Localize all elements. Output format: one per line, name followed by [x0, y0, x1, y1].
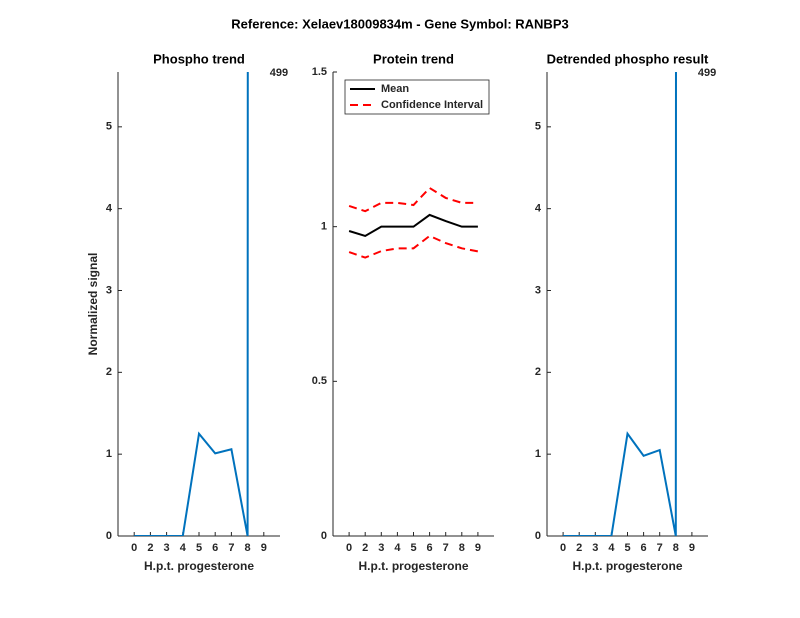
- x-tick-label: 5: [624, 542, 630, 554]
- x-tick-label: 4: [394, 542, 401, 554]
- data-line: [563, 72, 677, 536]
- y-tick-label: 1: [321, 221, 327, 233]
- y-tick-label: 2: [106, 366, 112, 378]
- subplot-title: Phospho trend: [153, 51, 245, 66]
- legend-label: Mean: [381, 83, 409, 95]
- y-tick-label: 0: [106, 530, 112, 542]
- x-tick-label: 0: [346, 542, 352, 554]
- x-tick-label: 7: [228, 542, 234, 554]
- y-tick-label: 1: [535, 448, 541, 460]
- x-tick-label: 2: [147, 542, 153, 554]
- x-tick-label: 5: [410, 542, 416, 554]
- x-tick-label: 5: [196, 542, 202, 554]
- legend-box: [344, 79, 490, 115]
- y-tick-label: 3: [106, 284, 112, 296]
- x-tick-label: 6: [641, 542, 647, 554]
- y-tick-label: 1.5: [312, 66, 327, 78]
- x-tick-label: 8: [459, 542, 465, 554]
- x-tick-label: 3: [592, 542, 598, 554]
- x-tick-label: 9: [475, 542, 481, 554]
- figure-title: Reference: Xelaev18009834m - Gene Symbol…: [231, 16, 568, 31]
- y-tick-label: 5: [535, 121, 541, 133]
- y-tick-label: 3: [535, 284, 541, 296]
- x-tick-label: 6: [212, 542, 218, 554]
- subplot-title: Detrended phospho result: [547, 51, 709, 66]
- x-tick-label: 3: [164, 542, 170, 554]
- x-axis-label: H.p.t. progesterone: [572, 559, 682, 573]
- subplot-title: Protein trend: [373, 51, 454, 66]
- value-label: 499: [270, 67, 288, 79]
- y-tick-label: 0: [535, 530, 541, 542]
- data-line: [134, 72, 249, 536]
- data-line: [348, 234, 479, 259]
- y-tick-label: 4: [535, 203, 542, 215]
- value-label: 499: [698, 67, 716, 79]
- legend-label: Confidence Interval: [381, 99, 483, 111]
- y-tick-label: 0: [321, 530, 327, 542]
- x-tick-label: 2: [576, 542, 582, 554]
- y-tick-label: 5: [106, 121, 112, 133]
- y-tick-label: 2: [535, 366, 541, 378]
- x-tick-label: 4: [180, 542, 187, 554]
- x-tick-label: 2: [362, 542, 368, 554]
- x-tick-label: 3: [378, 542, 384, 554]
- x-tick-label: 8: [245, 542, 251, 554]
- x-tick-label: 4: [608, 542, 615, 554]
- y-tick-label: 4: [106, 203, 113, 215]
- x-axis-label: H.p.t. progesterone: [358, 559, 468, 573]
- x-tick-label: 6: [427, 542, 433, 554]
- y-axis-label: Normalized signal: [86, 253, 100, 356]
- x-tick-label: 9: [261, 542, 267, 554]
- x-tick-label: 8: [673, 542, 679, 554]
- x-tick-label: 0: [560, 542, 566, 554]
- y-tick-label: 1: [106, 448, 112, 460]
- data-line: [348, 186, 478, 213]
- x-tick-label: 7: [657, 542, 663, 554]
- x-tick-label: 9: [689, 542, 695, 554]
- data-line: [348, 213, 478, 238]
- x-tick-label: 0: [131, 542, 137, 554]
- x-tick-label: 7: [443, 542, 449, 554]
- x-axis-label: H.p.t. progesterone: [144, 559, 254, 573]
- y-tick-label: 0.5: [312, 375, 327, 387]
